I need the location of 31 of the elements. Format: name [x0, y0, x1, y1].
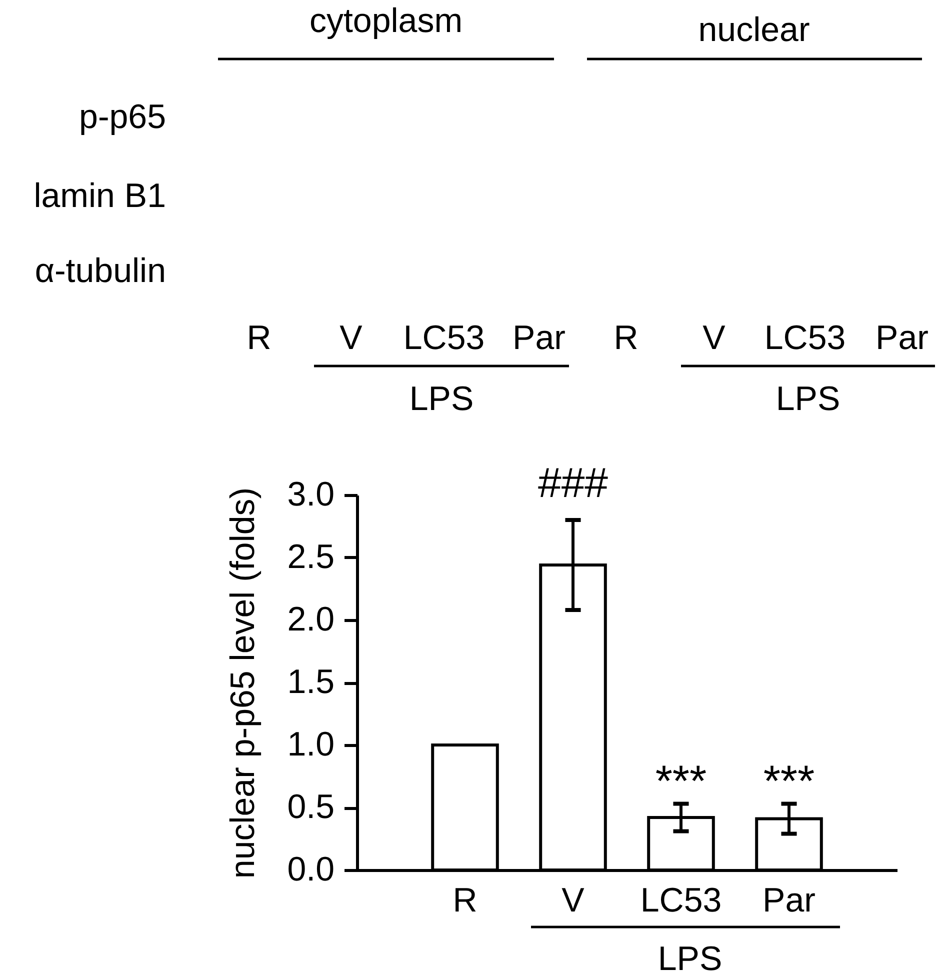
- annotation: ###: [538, 459, 609, 506]
- annotation: ***: [763, 756, 815, 806]
- y-tick-label: 1.0: [287, 726, 334, 764]
- text: cytoplasm: [309, 2, 463, 40]
- y-tick-label: 1.5: [287, 663, 334, 701]
- category-label: Par: [512, 319, 566, 357]
- x-tick-label: V: [562, 882, 585, 920]
- x-tick-label: R: [452, 882, 478, 920]
- y-tick-label: 2.0: [287, 600, 334, 638]
- annotation: ***: [655, 756, 707, 806]
- text: lamin B1: [34, 177, 166, 215]
- category-label: V: [340, 319, 363, 357]
- category-label: R: [614, 319, 638, 357]
- category-label: V: [702, 319, 726, 357]
- y-tick-label: 0.0: [287, 850, 334, 888]
- x-tick-label: LC53: [640, 882, 722, 920]
- category-label: LC53: [764, 319, 846, 357]
- text: LPS: [409, 380, 474, 418]
- y-axis-title: nuclear p-p65 level (folds): [224, 487, 262, 879]
- text: LPS: [658, 940, 722, 978]
- x-tick-label: Par: [762, 882, 816, 920]
- y-tick-label: 3.0: [287, 476, 334, 514]
- text: nuclear: [698, 11, 810, 49]
- category-label: Par: [876, 319, 928, 357]
- text: LPS: [776, 380, 840, 418]
- y-tick-label: 2.5: [287, 538, 334, 576]
- category-label: LC53: [403, 319, 485, 357]
- category-label: R: [246, 319, 272, 357]
- y-tick-label: 0.5: [287, 788, 334, 826]
- text: α-tubulin: [34, 252, 166, 290]
- text: p-p65: [79, 98, 166, 136]
